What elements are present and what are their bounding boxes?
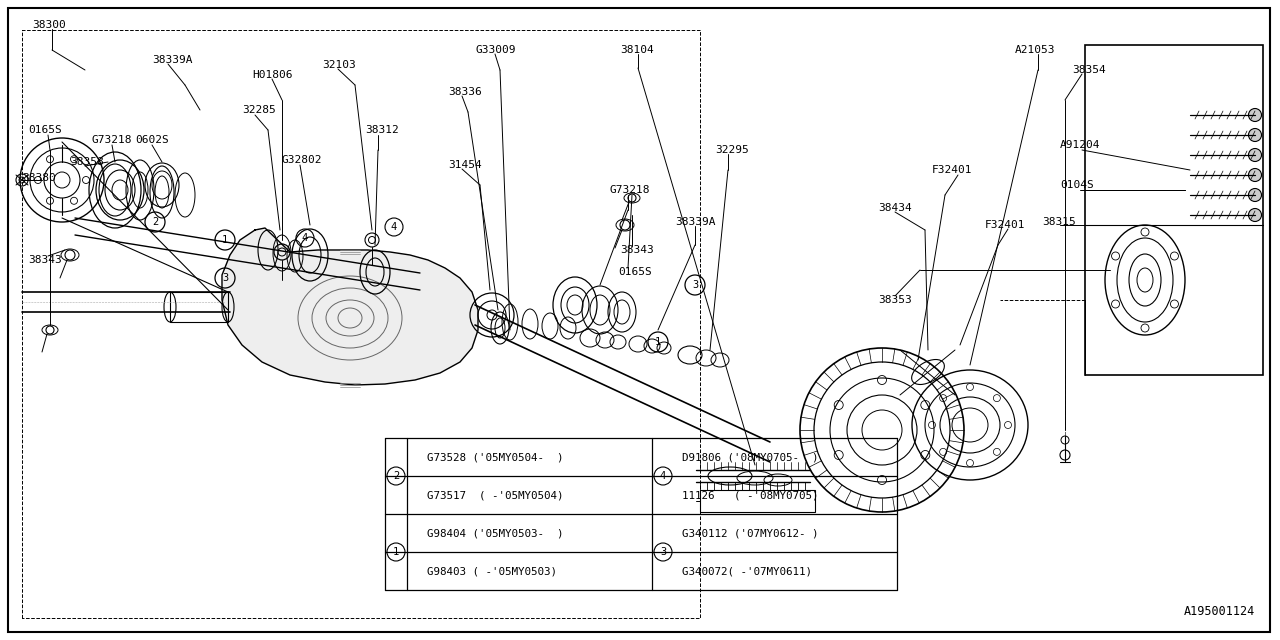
Text: 38434: 38434: [878, 203, 911, 213]
Text: 38353: 38353: [878, 295, 911, 305]
Text: 2: 2: [393, 471, 399, 481]
Text: A21053: A21053: [1015, 45, 1056, 55]
Circle shape: [1248, 209, 1262, 221]
Text: 1: 1: [655, 337, 662, 347]
Bar: [170, 292, 228, 322]
Text: G73517  ( -'05MY0504): G73517 ( -'05MY0504): [428, 490, 563, 500]
Text: 38315: 38315: [1042, 217, 1075, 227]
Text: G340112 ('07MY0612- ): G340112 ('07MY0612- ): [682, 528, 818, 538]
Text: 38343: 38343: [28, 255, 61, 265]
Text: 38104: 38104: [620, 45, 654, 55]
Text: 0602S: 0602S: [134, 135, 169, 145]
Text: 11126   ( -'08MY0705): 11126 ( -'08MY0705): [682, 490, 818, 500]
Text: 0165S: 0165S: [28, 125, 61, 135]
Circle shape: [1248, 168, 1262, 182]
Text: G73218: G73218: [611, 185, 650, 195]
Text: 0104S: 0104S: [1060, 180, 1093, 190]
Text: G73218: G73218: [92, 135, 133, 145]
Text: 38300: 38300: [32, 20, 65, 30]
Text: 4: 4: [390, 222, 397, 232]
Text: 3: 3: [692, 280, 698, 290]
Text: 32295: 32295: [716, 145, 749, 155]
Text: G98404 ('05MY0503-  ): G98404 ('05MY0503- ): [428, 528, 563, 538]
Circle shape: [1248, 189, 1262, 202]
Text: 38339A: 38339A: [152, 55, 192, 65]
Text: 38312: 38312: [365, 125, 399, 135]
Text: A195001124: A195001124: [1184, 605, 1254, 618]
Circle shape: [1248, 148, 1262, 161]
Text: 38354: 38354: [1073, 65, 1106, 75]
Bar: [1085, 45, 1263, 375]
Text: 0165S: 0165S: [618, 267, 652, 277]
Text: G340072( -'07MY0611): G340072( -'07MY0611): [682, 566, 812, 576]
Text: 3: 3: [221, 273, 228, 283]
Text: 31454: 31454: [448, 160, 481, 170]
Text: G32802: G32802: [282, 155, 323, 165]
Text: A91204: A91204: [1060, 140, 1101, 150]
Text: G33009: G33009: [475, 45, 516, 55]
Text: G98403 ( -'05MY0503): G98403 ( -'05MY0503): [428, 566, 557, 576]
Text: 1: 1: [393, 547, 399, 557]
Text: 1: 1: [221, 235, 228, 245]
Text: F32401: F32401: [932, 165, 973, 175]
Text: 38339A: 38339A: [675, 217, 716, 227]
Text: F32401: F32401: [986, 220, 1025, 230]
Text: 4: 4: [302, 233, 308, 243]
Text: 32285: 32285: [242, 105, 275, 115]
Text: 38343: 38343: [620, 245, 654, 255]
Bar: [700, 490, 815, 512]
Text: G73528 ('05MY0504-  ): G73528 ('05MY0504- ): [428, 452, 563, 462]
Text: 3: 3: [660, 547, 666, 557]
Circle shape: [1248, 109, 1262, 122]
Text: 38358: 38358: [70, 157, 104, 167]
Text: H01806: H01806: [252, 70, 293, 80]
Text: 2: 2: [152, 217, 159, 227]
Text: D91806 ('08MY0705-  ): D91806 ('08MY0705- ): [682, 452, 818, 462]
Text: 38380: 38380: [22, 173, 56, 183]
Text: 4: 4: [660, 471, 666, 481]
Polygon shape: [221, 228, 477, 385]
Text: 38336: 38336: [448, 87, 481, 97]
Text: 32103: 32103: [323, 60, 356, 70]
Circle shape: [1248, 129, 1262, 141]
